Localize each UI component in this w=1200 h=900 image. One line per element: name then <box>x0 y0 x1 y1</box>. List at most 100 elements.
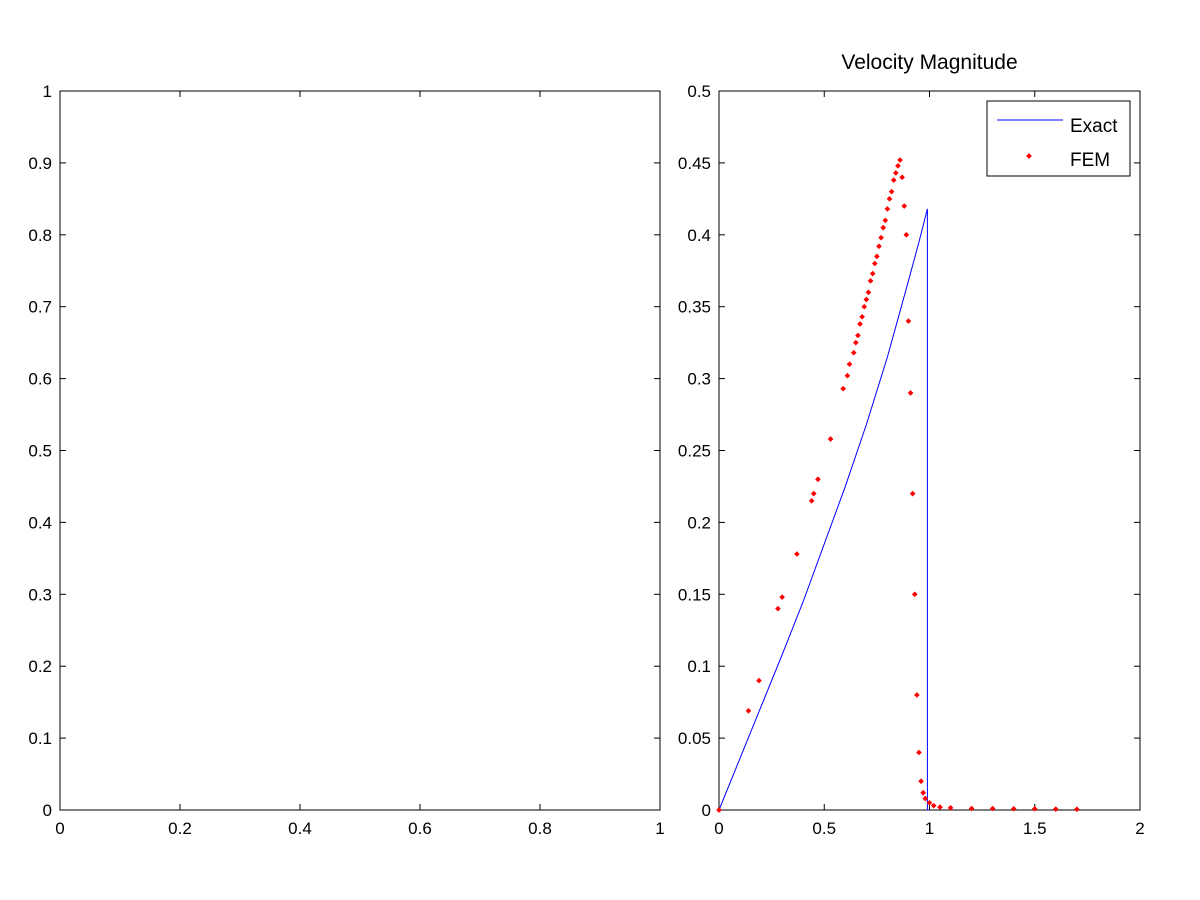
left-ytick-label: 0.8 <box>28 226 52 245</box>
right-ytick-label: 0.15 <box>678 585 711 604</box>
legend-exact-label: Exact <box>1070 116 1118 137</box>
right-ytick-label: 0.35 <box>678 298 711 317</box>
right-xtick-label: 1.5 <box>1023 819 1047 838</box>
legend: Exact FEM <box>986 100 1131 177</box>
axes-right: Velocity Magnitude 0 0.5 1 1.5 2 0 0.05 0.1 0.15… <box>678 51 1145 838</box>
right-ytick-label: 0.1 <box>687 657 711 676</box>
fem-point <box>861 303 868 310</box>
fem-point <box>855 332 861 339</box>
left-ytick-label: 1 <box>43 82 52 101</box>
series-exact <box>718 208 930 811</box>
fem-point <box>867 277 874 284</box>
fem-point <box>876 243 882 250</box>
fem-point <box>892 170 899 176</box>
right-xtick-label: 0.5 <box>812 819 836 838</box>
fem-point <box>884 206 891 212</box>
fem-point <box>844 372 851 379</box>
left-xtick-label: 1 <box>655 819 664 838</box>
right-xtick-label: 0 <box>714 819 723 838</box>
fem-point <box>1010 806 1017 812</box>
fem-point <box>897 157 903 163</box>
fem-point <box>911 591 918 598</box>
fem-point <box>779 594 785 601</box>
fem-point <box>852 339 859 346</box>
fem-point <box>920 789 927 796</box>
legend-box <box>986 100 1131 177</box>
fem-point <box>871 260 878 267</box>
fem-point <box>895 162 901 169</box>
right-ytick-label: 0 <box>702 801 711 820</box>
left-ytick-label: 0 <box>43 801 52 820</box>
left-xtick-label: 0.2 <box>168 819 192 838</box>
left-ytick-label: 0.5 <box>28 442 52 461</box>
right-xtick-label: 2 <box>1135 819 1144 838</box>
fem-point <box>874 253 880 260</box>
right-ytick-label: 0.4 <box>687 226 711 245</box>
fem-point <box>880 224 887 231</box>
series-fem <box>716 157 1080 813</box>
axes-left-frame <box>59 90 661 811</box>
chart-title: Velocity Magnitude <box>841 51 1017 74</box>
legend-fem-label: FEM <box>1070 150 1110 171</box>
fem-point <box>840 385 847 392</box>
fem-point <box>863 296 870 303</box>
fem-point <box>808 498 815 504</box>
axes-right-ticks: 0 0.5 1 1.5 2 0 0.05 0.1 0.15 0.2 0.25 0.3 0.35 0.4 0.… <box>678 82 1145 838</box>
fem-point <box>916 749 922 756</box>
left-ytick-label: 0.9 <box>28 154 52 173</box>
left-xtick-label: 0.4 <box>288 819 312 838</box>
fem-point <box>899 174 905 181</box>
fem-point <box>968 805 975 812</box>
fem-point <box>890 177 897 183</box>
fem-point <box>869 270 876 277</box>
fem-point <box>905 318 912 324</box>
legend-fem-marker <box>1026 153 1032 159</box>
fem-point <box>775 605 781 612</box>
left-ytick-label: 0.6 <box>28 370 52 389</box>
left-xtick-label: 0.8 <box>528 819 552 838</box>
fem-point <box>846 361 853 368</box>
right-ytick-label: 0.5 <box>687 82 711 101</box>
right-ytick-label: 0.3 <box>687 370 711 389</box>
fem-point <box>909 490 916 497</box>
fem-point <box>1052 806 1059 812</box>
fem-point <box>926 799 933 806</box>
fem-point <box>903 231 910 238</box>
left-ytick-label: 0.2 <box>28 657 52 676</box>
left-xtick-label: 0.6 <box>408 819 432 838</box>
fem-point <box>930 802 937 809</box>
fem-point <box>850 349 857 356</box>
fem-point <box>827 436 834 442</box>
left-xtick-label: 0 <box>55 819 64 838</box>
fem-point <box>810 490 817 497</box>
left-ytick-label: 0.4 <box>28 513 52 532</box>
fem-point <box>859 313 865 320</box>
fem-point <box>878 234 884 241</box>
right-xtick-label: 1 <box>925 819 934 838</box>
fem-point <box>756 677 762 684</box>
right-ytick-label: 0.2 <box>687 513 711 532</box>
fem-point <box>907 390 914 396</box>
fem-point <box>922 795 929 802</box>
fem-point <box>914 692 920 698</box>
fem-point <box>1074 806 1080 813</box>
axes-left: 0 0.2 0.4 0.6 0.8 1 0 0.1 0.2 0.3 0.4 0.5 0.6 0.7 0.8 0… <box>28 82 664 838</box>
fem-point <box>937 804 943 810</box>
fem-point <box>886 196 893 202</box>
fem-point <box>865 289 872 296</box>
fem-point <box>989 805 996 812</box>
right-ytick-label: 0.45 <box>678 154 711 173</box>
axes-right-frame <box>718 90 1141 811</box>
left-ytick-label: 0.3 <box>28 585 52 604</box>
fem-point <box>947 805 954 811</box>
right-ytick-label: 0.05 <box>678 729 711 748</box>
fem-point <box>857 321 863 327</box>
fem-point <box>1031 806 1038 812</box>
left-ytick-label: 0.1 <box>28 729 52 748</box>
fem-point <box>794 551 800 557</box>
fem-point <box>901 203 908 209</box>
fem-point <box>882 217 889 224</box>
fem-point <box>815 476 821 483</box>
fem-point <box>888 188 895 195</box>
